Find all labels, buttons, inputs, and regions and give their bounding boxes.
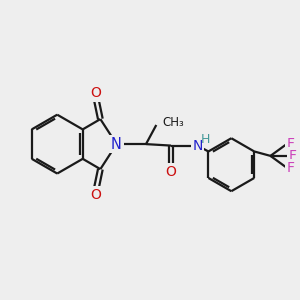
Text: CH₃: CH₃ bbox=[163, 116, 184, 129]
Text: O: O bbox=[91, 188, 101, 202]
Text: N: N bbox=[192, 139, 203, 153]
Text: F: F bbox=[287, 137, 295, 151]
Text: F: F bbox=[289, 149, 297, 163]
Text: O: O bbox=[91, 86, 101, 100]
Text: F: F bbox=[287, 161, 295, 175]
Text: O: O bbox=[166, 165, 176, 179]
Text: N: N bbox=[111, 136, 122, 152]
Text: H: H bbox=[201, 133, 210, 146]
